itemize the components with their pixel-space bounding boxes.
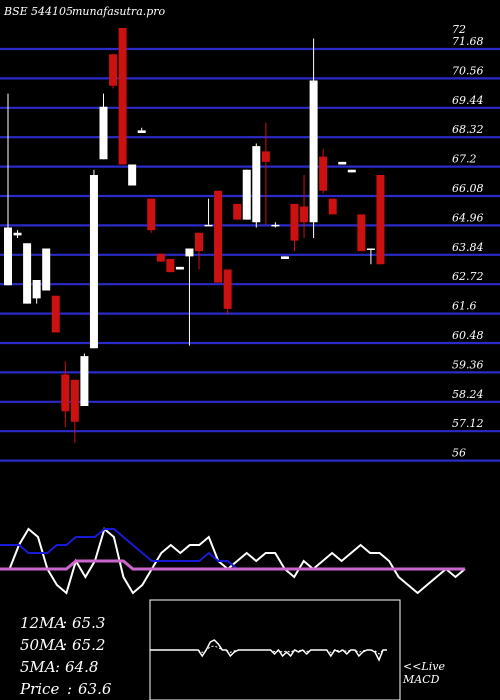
candles-layer xyxy=(4,28,385,443)
candle-body xyxy=(328,198,337,215)
candle-body xyxy=(347,169,356,173)
candle-body xyxy=(156,253,165,262)
price-tick-label: 57.12 xyxy=(452,417,484,430)
candle-body xyxy=(271,224,280,227)
price-tick-label: 64.96 xyxy=(452,211,484,224)
candle-body xyxy=(185,248,194,257)
price-value: 63.6 xyxy=(78,680,112,698)
candle-body xyxy=(32,280,41,299)
price-tick-label: 58.24 xyxy=(452,388,484,401)
candle-body xyxy=(195,232,203,252)
price-tick-label: 60.48 xyxy=(452,329,484,342)
price-tick-label: 71.68 xyxy=(452,35,484,48)
candle-body xyxy=(118,28,127,165)
candle-body xyxy=(61,374,70,412)
price-tick-label: 56 xyxy=(452,447,466,460)
candle-body xyxy=(147,198,156,231)
candle-body xyxy=(109,54,118,86)
ma50-value: 65.2 xyxy=(72,636,105,654)
price-tick-label: 68.32 xyxy=(452,123,484,136)
header-site: munafasutra.pro xyxy=(72,5,166,18)
price-colon: : xyxy=(67,680,72,698)
candle-body xyxy=(366,248,375,250)
candle-body xyxy=(261,151,270,162)
candle-body xyxy=(70,379,79,422)
candle-body xyxy=(128,164,137,186)
candle-body xyxy=(242,169,251,220)
price-tick-label: 62.72 xyxy=(452,270,484,283)
candle-body xyxy=(280,256,289,259)
price-tick-label: 70.56 xyxy=(452,64,484,77)
price-tick-label: 66.08 xyxy=(452,182,484,195)
candle-body xyxy=(13,232,22,236)
candle-body xyxy=(4,227,12,286)
ma5-value: 64.8 xyxy=(65,658,98,676)
macd-line xyxy=(150,639,387,662)
ma12-colon: : xyxy=(62,614,67,632)
price-tick-label-top: 72 xyxy=(452,23,466,36)
ma5-colon: : xyxy=(55,658,60,676)
ma5-label: 5MA xyxy=(20,658,56,676)
price-tick-label: 69.44 xyxy=(452,94,484,107)
candle-body xyxy=(300,206,309,223)
candle-body xyxy=(252,146,261,223)
ma-mid-line xyxy=(0,528,465,570)
price-tick-label: 63.84 xyxy=(452,241,484,254)
candle-body xyxy=(290,203,299,241)
candle-body xyxy=(80,356,89,406)
candle-body xyxy=(166,259,175,273)
ma50-colon: : xyxy=(62,636,67,654)
candle-body xyxy=(99,106,108,160)
price-label: Price xyxy=(19,680,59,698)
ma12-value: 65.3 xyxy=(72,614,105,632)
ma-short-line xyxy=(0,527,466,595)
macd-label: MACD xyxy=(402,673,440,686)
macd-live-label: <<Live xyxy=(403,660,445,673)
candle-body xyxy=(233,203,242,220)
ma-long-line xyxy=(0,559,465,571)
candle-body xyxy=(89,175,98,349)
candle-body xyxy=(338,161,347,165)
macd-panel xyxy=(150,639,387,662)
price-tick-label: 67.2 xyxy=(452,153,477,166)
price-tick-label: 61.6 xyxy=(452,300,477,313)
candle-body xyxy=(175,266,184,270)
candle-body xyxy=(223,269,232,309)
candle-body xyxy=(214,190,223,283)
ma50-label: 50MA xyxy=(20,636,65,654)
candle-body xyxy=(23,243,32,304)
candle-body xyxy=(42,248,51,291)
candle-body xyxy=(51,295,60,333)
candle-body xyxy=(309,80,318,223)
header-code: 544105 xyxy=(31,5,73,18)
ma-indicator-panel xyxy=(0,527,466,595)
ma12-label: 12MA xyxy=(20,614,65,632)
candle-body xyxy=(376,175,385,265)
price-axis-labels: 71.68 70.56 69.44 68.32 67.2 66.08 64.96 63.84 6… xyxy=(452,23,484,460)
candle-body xyxy=(357,214,366,252)
candle-body xyxy=(204,224,213,227)
price-tick-label: 59.36 xyxy=(452,358,484,371)
header-exchange: BSE xyxy=(3,5,28,18)
candle-body xyxy=(319,156,328,191)
candle-body xyxy=(137,130,146,133)
